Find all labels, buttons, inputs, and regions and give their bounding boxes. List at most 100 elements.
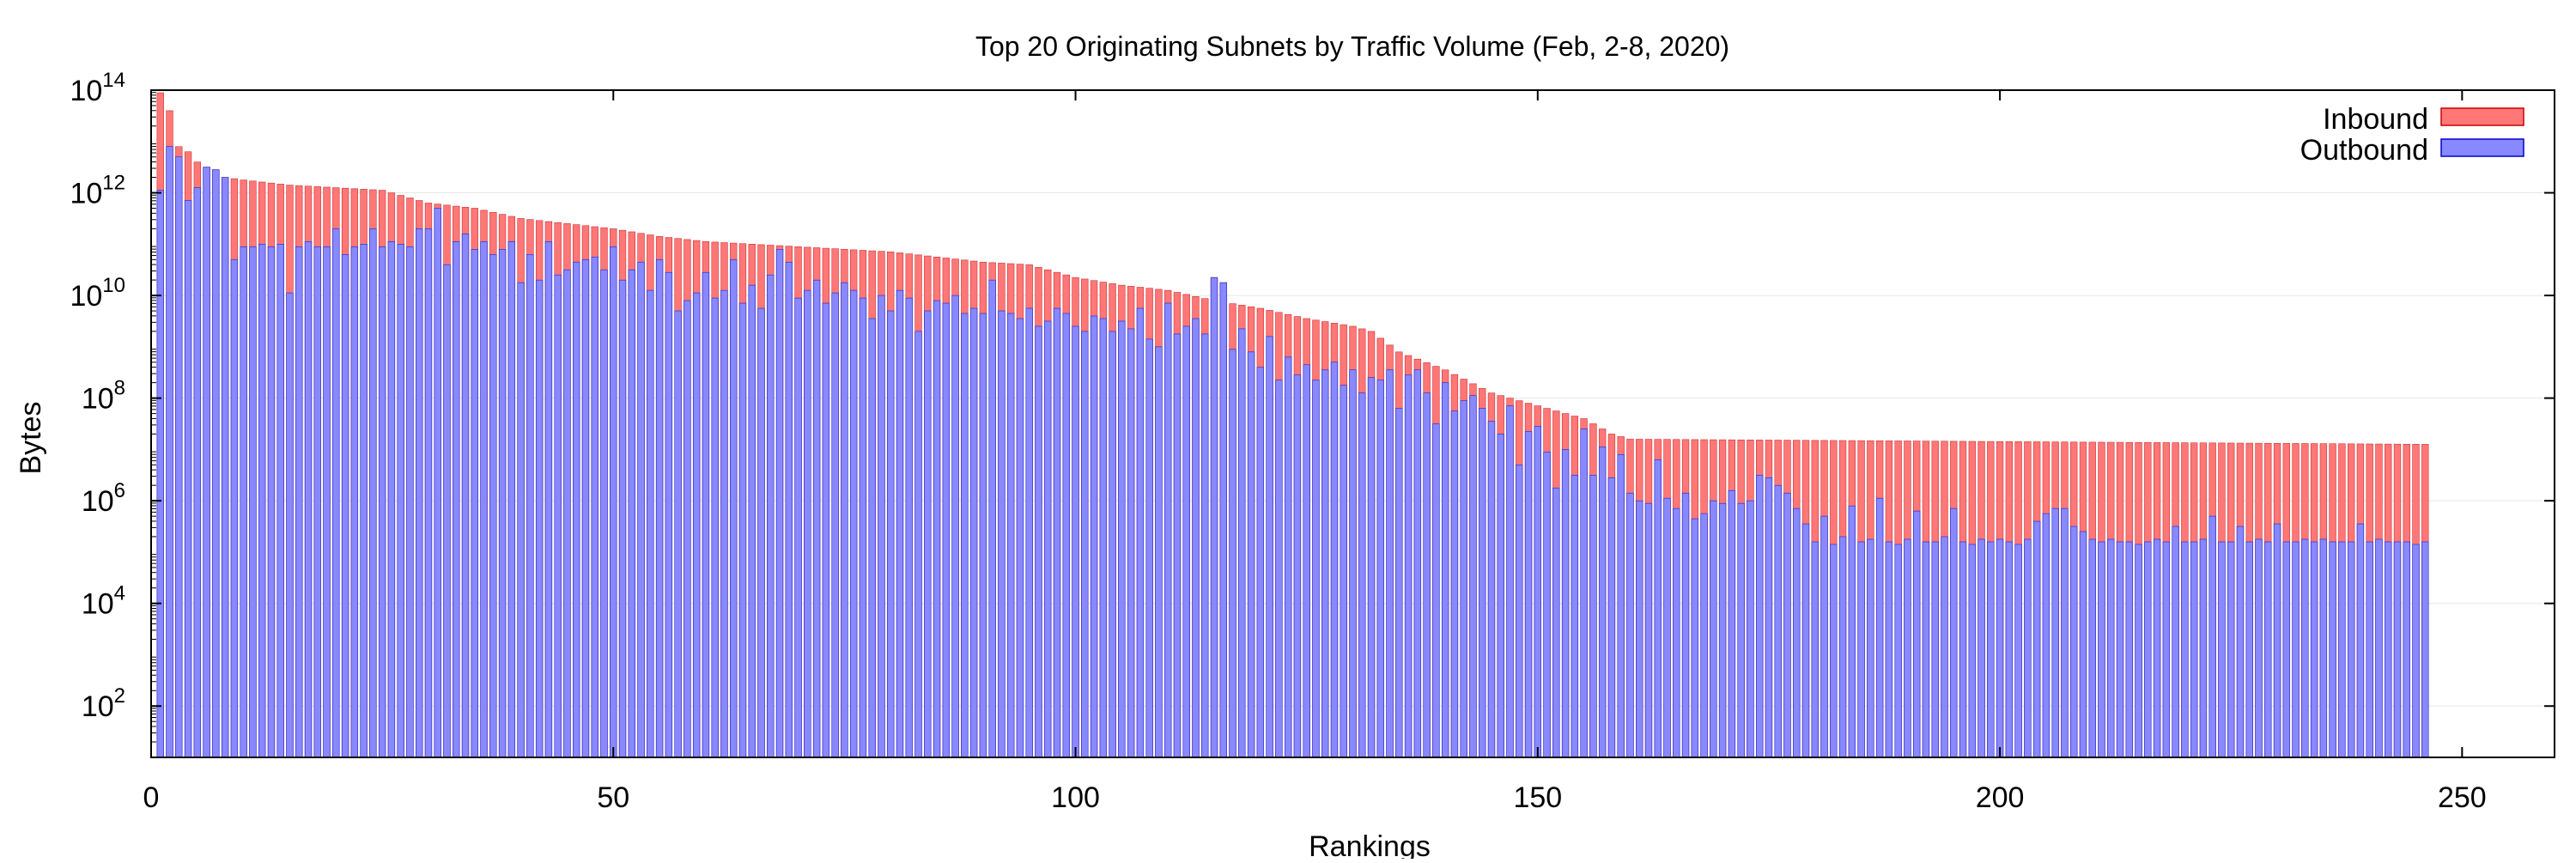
bar-outbound <box>2125 541 2133 758</box>
bar-outbound <box>378 246 386 758</box>
bar-outbound <box>1561 449 1570 758</box>
bar-outbound <box>1192 318 1200 758</box>
bar-outbound <box>2014 544 2022 758</box>
bar-outbound <box>868 318 876 758</box>
bar-outbound <box>2273 523 2281 758</box>
bar-outbound <box>730 258 738 758</box>
bar-outbound <box>1552 487 1560 758</box>
bar-outbound <box>517 282 525 758</box>
bar-outbound <box>720 289 728 758</box>
bar-outbound <box>1044 320 1052 758</box>
bar-outbound <box>1247 351 1255 758</box>
bar-outbound <box>1617 454 1625 758</box>
bar-outbound <box>203 167 210 758</box>
bar-outbound <box>1284 356 1292 758</box>
bar-outbound <box>961 313 969 758</box>
bar-outbound <box>1524 431 1533 758</box>
bar-outbound <box>2329 541 2336 758</box>
bar-outbound <box>1673 507 1680 758</box>
bar-outbound <box>2144 541 2152 758</box>
bar-outbound <box>1099 318 1108 758</box>
bar-outbound <box>2005 541 2014 758</box>
bar-outbound <box>1654 459 1662 758</box>
bar-outbound <box>2098 541 2105 758</box>
bar-outbound <box>480 241 488 758</box>
bar-outbound <box>1774 484 1782 758</box>
bar-outbound <box>360 244 368 758</box>
bar-outbound <box>1894 544 1902 758</box>
bar-outbound <box>637 261 645 758</box>
bar-outbound <box>1506 405 1514 758</box>
bar-outbound <box>535 279 544 758</box>
bar-outbound <box>304 241 313 758</box>
bar-outbound <box>1830 544 1838 758</box>
bar-outbound <box>2264 541 2272 758</box>
bar-outbound <box>166 146 173 758</box>
bar-outbound <box>1848 505 1856 758</box>
bar-outbound <box>1747 500 1754 758</box>
bar-outbound <box>156 190 164 758</box>
legend-label-outbound: Outbound <box>2300 134 2428 167</box>
bar-outbound <box>785 261 793 758</box>
bar-outbound <box>1164 302 1172 758</box>
bar-outbound <box>2301 538 2309 758</box>
bar-outbound <box>896 289 904 758</box>
bar-outbound <box>1571 474 1579 758</box>
bar-outbound <box>350 246 359 758</box>
bar-outbound <box>258 244 266 758</box>
bar-outbound <box>702 271 710 758</box>
bar-outbound <box>2227 541 2235 758</box>
bar-outbound <box>1062 313 1070 758</box>
legend-swatch-inbound <box>2440 107 2524 126</box>
bar-outbound <box>591 256 598 758</box>
bar-outbound <box>2208 515 2216 758</box>
bar-outbound <box>2116 541 2124 758</box>
bar-outbound <box>1589 474 1597 758</box>
bar-outbound <box>507 241 516 758</box>
legend: Inbound Outbound <box>2300 103 2524 167</box>
bar-outbound <box>1395 408 1403 758</box>
bar-outbound <box>221 177 229 758</box>
bar-outbound <box>1321 369 1329 758</box>
x-tick-label: 200 <box>1976 781 2025 814</box>
bar-outbound <box>1497 434 1504 758</box>
y-tick-label: 102 <box>82 684 125 723</box>
bar-outbound <box>1201 333 1209 758</box>
y-axis-label: Bytes <box>15 401 47 474</box>
bar-outbound <box>526 253 534 758</box>
bar-outbound <box>193 187 202 758</box>
bar-outbound <box>1691 518 1698 758</box>
bar-outbound <box>2135 544 2142 758</box>
x-tick-label: 250 <box>2438 781 2487 814</box>
bar-outbound <box>212 169 220 758</box>
y-tick-label: 106 <box>82 479 125 518</box>
bar-outbound <box>1968 544 1976 758</box>
bar-outbound <box>1783 492 1791 758</box>
bar-outbound <box>1404 374 1413 758</box>
bar-outbound <box>1007 313 1015 758</box>
bar-outbound <box>1978 538 1985 758</box>
x-tick-label: 50 <box>597 781 629 814</box>
bar-outbound <box>2061 507 2069 758</box>
bar-outbound <box>1312 380 1320 758</box>
bar-outbound <box>1016 318 1024 758</box>
bar-outbound <box>581 258 590 758</box>
bar-outbound <box>1718 502 1727 758</box>
y-tick-label: 1010 <box>70 274 125 313</box>
bar-outbound <box>618 279 627 758</box>
bar-outbound <box>1710 500 1717 758</box>
bar-outbound <box>434 208 441 758</box>
bar-outbound <box>2218 541 2226 758</box>
bar-outbound <box>804 289 811 758</box>
bar-outbound <box>1127 328 1135 758</box>
bar-outbound <box>2190 541 2198 758</box>
x-tick-label: 100 <box>1051 781 1100 814</box>
bar-outbound <box>2310 541 2318 758</box>
bar-outbound <box>1469 395 1477 758</box>
bar-outbound <box>1700 513 1708 758</box>
bar-outbound <box>600 269 608 758</box>
bar-outbound <box>2255 538 2263 758</box>
bar-outbound <box>1441 382 1449 758</box>
bar-outbound <box>2338 541 2346 758</box>
bar-outbound <box>1118 320 1126 758</box>
